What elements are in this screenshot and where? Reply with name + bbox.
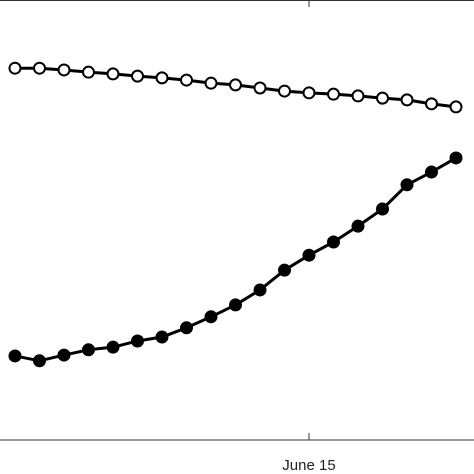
point <box>57 348 71 362</box>
point <box>278 84 291 98</box>
point <box>302 248 316 262</box>
point <box>106 340 120 354</box>
point <box>33 61 46 75</box>
point <box>82 343 95 357</box>
point <box>8 61 22 75</box>
point <box>131 69 144 83</box>
point <box>278 263 291 277</box>
point <box>351 89 365 103</box>
point <box>131 334 144 348</box>
point <box>106 67 120 81</box>
x-tick-label: June 15 <box>282 457 335 474</box>
point <box>425 97 438 111</box>
point <box>204 76 218 90</box>
point <box>155 71 169 85</box>
point <box>229 298 242 312</box>
point <box>57 63 71 77</box>
point <box>449 100 463 114</box>
point <box>229 78 242 92</box>
point <box>155 330 169 344</box>
point <box>327 87 340 101</box>
point <box>449 151 463 165</box>
point <box>33 354 46 368</box>
point <box>253 81 267 95</box>
point <box>400 178 414 192</box>
point <box>180 73 193 87</box>
point <box>425 165 438 179</box>
point <box>302 86 316 100</box>
point <box>8 349 22 363</box>
point <box>82 65 95 79</box>
point <box>253 283 267 297</box>
point <box>351 219 365 233</box>
point <box>327 235 340 249</box>
point <box>376 91 389 105</box>
point <box>376 202 389 216</box>
point <box>400 93 414 107</box>
point <box>204 310 218 324</box>
point <box>180 321 193 335</box>
